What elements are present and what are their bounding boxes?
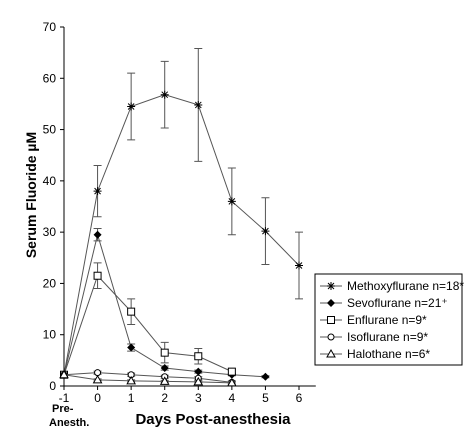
y-tick-label: 30 <box>43 225 57 239</box>
data-point <box>194 367 203 376</box>
y-tick-label: 70 <box>43 20 57 34</box>
legend-label: Methoxyflurane n=18* <box>347 279 464 293</box>
data-point <box>93 230 102 239</box>
y-tick-label: 60 <box>43 71 57 85</box>
x-tick-label: 3 <box>195 391 202 405</box>
legend-marker <box>326 348 336 358</box>
series-group <box>59 48 303 387</box>
data-point <box>93 271 102 280</box>
x-tick-label: 1 <box>128 391 135 405</box>
legend-marker <box>327 282 335 290</box>
legend-entry: Halothane n=6* <box>320 347 430 361</box>
x-tick-label: 0 <box>94 391 101 405</box>
x-tick-label: 4 <box>229 391 236 405</box>
legend-entry: Methoxyflurane n=18* <box>320 279 464 293</box>
legend-label: Enflurane n=9* <box>347 313 427 327</box>
axes <box>60 26 316 390</box>
pre-anesth-label-line2: Anesth. <box>49 417 89 429</box>
series-line <box>63 274 233 375</box>
y-tick-label: 50 <box>43 123 57 137</box>
series-square <box>60 262 236 379</box>
y-tick-label: 40 <box>43 174 57 188</box>
data-point <box>160 364 169 373</box>
legend-label: Isoflurane n=9* <box>347 330 428 344</box>
legend-entry: Sevoflurane n=21⁺ <box>320 296 448 310</box>
data-point <box>226 377 237 387</box>
y-tick-label: 20 <box>43 276 57 290</box>
data-point <box>92 374 103 384</box>
data-point <box>227 367 236 376</box>
data-point <box>295 261 303 270</box>
y-tick-label: 10 <box>43 328 57 342</box>
data-point <box>94 369 102 377</box>
series-line <box>63 94 300 375</box>
legend-entry: Enflurane n=9* <box>320 313 427 327</box>
data-point <box>193 376 204 386</box>
x-tick-label: -1 <box>59 391 70 405</box>
series-line <box>63 374 232 384</box>
series-circle <box>60 369 236 386</box>
data-point <box>261 227 270 236</box>
data-point <box>127 343 136 352</box>
legend-marker <box>327 316 335 324</box>
y-tick-label: 0 <box>49 379 56 393</box>
legend-marker <box>327 299 335 307</box>
legend-label: Halothane n=6* <box>347 347 430 361</box>
legend-label: Sevoflurane n=21⁺ <box>347 296 448 310</box>
legend-entry: Isoflurane n=9* <box>320 330 428 344</box>
x-axis-label: Days Post-anesthesia <box>135 411 291 428</box>
data-point <box>160 90 169 99</box>
data-point <box>127 102 136 111</box>
data-point <box>227 197 236 206</box>
x-tick-label: 6 <box>296 391 303 405</box>
data-point <box>127 307 136 316</box>
data-point <box>194 100 203 109</box>
data-point <box>126 375 137 385</box>
x-tick-label: 2 <box>161 391 168 405</box>
legend-marker <box>327 333 335 341</box>
legend: Methoxyflurane n=18* Sevoflurane n=21⁺ Enf… <box>314 273 464 366</box>
pre-anesth-label-line1: Pre- <box>52 403 74 415</box>
x-tick-label: 5 <box>262 391 269 405</box>
y-axis-label: Serum Fluoride µM <box>23 132 39 258</box>
data-point <box>93 187 102 196</box>
data-point <box>59 369 69 379</box>
data-point <box>261 372 270 381</box>
data-point <box>160 348 169 357</box>
series-line <box>63 372 232 383</box>
series-asterisk <box>60 48 303 379</box>
series-triangle <box>59 369 237 387</box>
data-point <box>159 376 170 385</box>
data-point <box>194 352 203 361</box>
